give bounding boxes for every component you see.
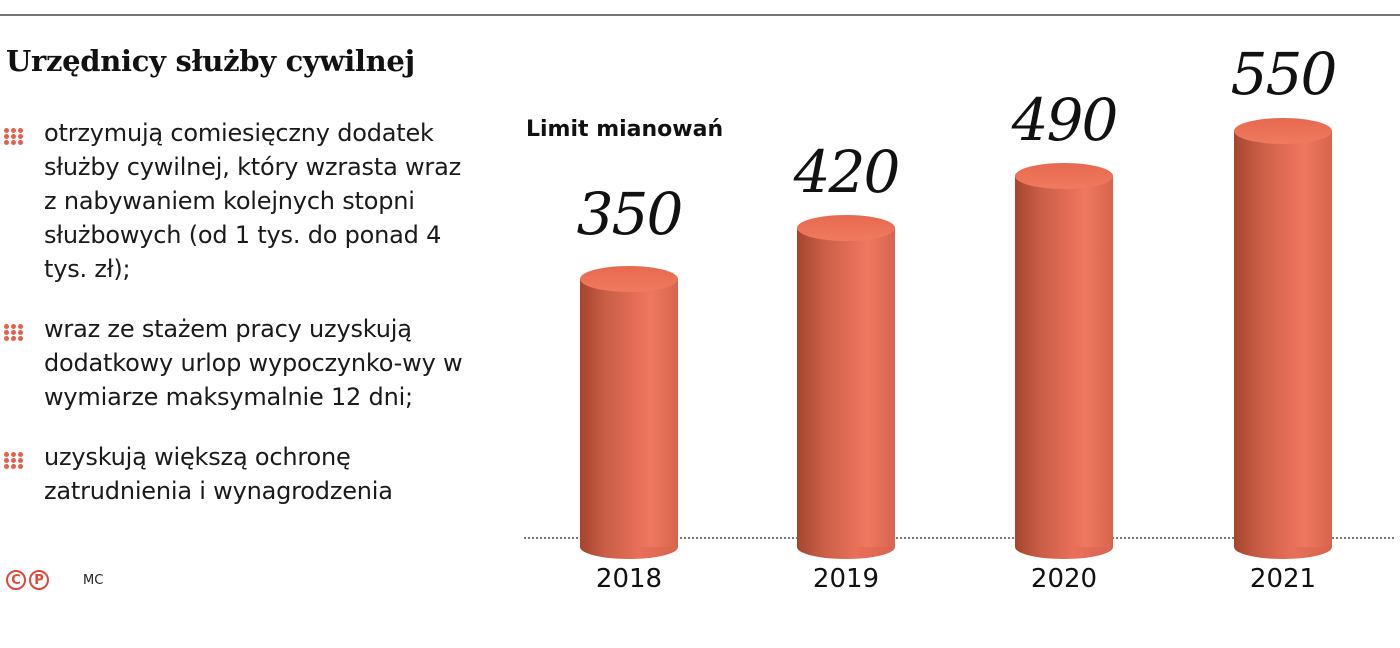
phonogram-icon: P (29, 570, 49, 590)
x-tick-label: 2021 (1249, 564, 1317, 594)
cylinder-body (1015, 176, 1113, 547)
cylinder-body (797, 228, 895, 547)
cylinder-top (797, 215, 895, 241)
chart-baseline (524, 537, 1394, 539)
bar-value-label: 550 (1230, 40, 1338, 108)
cylinder-top (580, 266, 678, 292)
bullet-item: otrzymują comiesięczny dodatek służby cy… (4, 116, 474, 286)
cylinder-body (1234, 131, 1332, 547)
dot-grid-icon (4, 324, 24, 341)
dot-grid-icon (4, 452, 24, 469)
x-tick-label: 2020 (1030, 564, 1098, 594)
chart-title: Limit mianowań (526, 117, 724, 142)
copyright-marks: C P (6, 570, 49, 590)
bar-value-label: 420 (793, 138, 901, 206)
dot-grid-icon (4, 128, 24, 145)
author-initials: MC (83, 572, 104, 588)
bar-value-label: 490 (1011, 86, 1119, 154)
bullet-text: wraz ze stażem pracy uzyskują dodatkowy … (44, 315, 463, 411)
bullet-list: otrzymują comiesięczny dodatek służby cy… (4, 116, 474, 534)
cylinder-top (1015, 163, 1113, 189)
bullet-text: uzyskują większą ochronę zatrudnienia i … (44, 443, 393, 505)
bullet-text: otrzymują comiesięczny dodatek służby cy… (44, 119, 462, 283)
bullet-item: wraz ze stażem pracy uzyskują dodatkowy … (4, 312, 474, 414)
x-tick-label: 2019 (812, 564, 880, 594)
cylinder-top (1234, 118, 1332, 144)
x-tick-label: 2018 (595, 564, 663, 594)
cylinder-body (580, 279, 678, 547)
bullet-item: uzyskują większą ochronę zatrudnienia i … (4, 440, 474, 508)
copyright-icon: C (6, 570, 26, 590)
page-title: Urzędnicy służby cywilnej (6, 44, 415, 78)
bar-value-label: 350 (576, 180, 684, 248)
top-rule (0, 14, 1400, 16)
footer: C P MC (6, 570, 103, 590)
